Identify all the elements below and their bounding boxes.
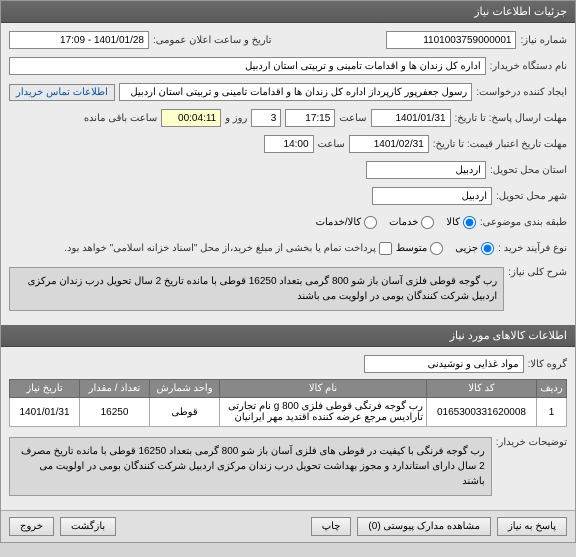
goods-group-field: مواد غذایی و نوشیدنی	[364, 355, 524, 373]
footer-buttons: پاسخ به نیاز مشاهده مدارک پیوستی (0) چاپ…	[1, 510, 575, 542]
radio-goods[interactable]: کالا	[446, 216, 476, 229]
radio-medium-label: متوسط	[396, 243, 427, 254]
th-row: ردیف	[537, 380, 567, 398]
price-valid-time: 14:00	[264, 135, 314, 153]
radio-goods-service-label: کالا/خدمات	[316, 217, 362, 228]
days-remain: 3	[251, 109, 281, 127]
cell-name: رب گوجه فرنگی قوطی فلزی 800 g نام تجارتی…	[220, 398, 427, 427]
delivery-city-label: شهر محل تحویل:	[496, 191, 567, 202]
radio-partial[interactable]: جزیی	[455, 242, 494, 255]
radio-medium-input[interactable]	[430, 242, 443, 255]
radio-service-input[interactable]	[421, 216, 434, 229]
radio-partial-input[interactable]	[481, 242, 494, 255]
time-label-1: ساعت	[339, 113, 366, 124]
desc-box: رب گوجه قوطی فلزی آسان باز شو 800 گرمی ب…	[9, 267, 504, 311]
announce-field: 1401/01/28 - 17:09	[9, 31, 149, 49]
delivery-state: اردبیل	[366, 161, 486, 179]
deadline-date: 1401/01/31	[371, 109, 451, 127]
radio-goods-service-input[interactable]	[364, 216, 377, 229]
exit-button[interactable]: خروج	[9, 517, 54, 536]
cell-code: 0165300331620008	[427, 398, 537, 427]
radio-partial-label: جزیی	[455, 243, 478, 254]
multi-offer-label: طبقه بندی موضوعی:	[480, 217, 567, 228]
payment-note: پرداخت تمام یا بخشی از مبلغ خرید،از محل …	[64, 243, 376, 254]
window: جزئیات اطلاعات نیاز شماره نیاز: 11010037…	[0, 0, 576, 543]
delivery-city: اردبیل	[372, 187, 492, 205]
purchase-type-radio-group: جزیی متوسط	[396, 242, 494, 255]
radio-service-label: خدمات	[389, 217, 418, 228]
days-remain-label: روز و	[225, 113, 247, 124]
time-label-2: ساعت	[318, 139, 345, 150]
radio-goods-service[interactable]: کالا/خدمات	[316, 216, 378, 229]
contact-link[interactable]: اطلاعات تماس خریدار	[9, 84, 115, 101]
th-qty: تعداد / مقدار	[80, 380, 150, 398]
cell-unit: قوطی	[150, 398, 220, 427]
need-no-label: شماره نیاز:	[520, 35, 567, 46]
desc-label: شرح کلی نیاز:	[508, 263, 567, 278]
cell-qty: 16250	[80, 398, 150, 427]
buyer-notes-label: توضیحات خریدار:	[496, 433, 567, 448]
buyer-label: نام دستگاه خریدار:	[490, 61, 567, 72]
radio-medium[interactable]: متوسط	[396, 242, 443, 255]
deadline-resp-label: مهلت ارسال پاسخ: تا تاریخ:	[455, 113, 567, 124]
announce-label: تاریخ و ساعت اعلان عمومی:	[153, 35, 272, 46]
payment-checkbox-input[interactable]	[379, 242, 392, 255]
remain-suffix: ساعت باقی مانده	[84, 113, 157, 124]
purchase-type-label: نوع فرآیند خرید :	[498, 243, 567, 254]
category-radio-group: کالا خدمات کالا/خدمات	[316, 216, 476, 229]
creator-field: رسول جعفرپور کارپرداز اداره کل زندان ها …	[119, 83, 472, 101]
delivery-state-label: استان محل تحویل:	[490, 165, 567, 176]
th-date: تاریخ نیاز	[10, 380, 80, 398]
items-table: ردیف کد کالا نام کالا واحد شمارش تعداد /…	[9, 379, 567, 427]
form-area: شماره نیاز: 1101003759000001 تاریخ و ساع…	[1, 23, 575, 325]
price-valid-date: 1401/02/31	[349, 135, 429, 153]
print-button[interactable]: چاپ	[311, 517, 352, 536]
buyer-notes-box: رب گوجه فرنگی با کیفیت در قوطی های فلزی …	[9, 437, 492, 496]
need-no-field: 1101003759000001	[386, 31, 516, 49]
goods-group-label: گروه کالا:	[528, 359, 567, 370]
creator-label: ایجاد کننده درخواست:	[476, 87, 567, 98]
reply-button[interactable]: پاسخ به نیاز	[497, 517, 567, 536]
deadline-time: 17:15	[285, 109, 335, 127]
th-code: کد کالا	[427, 380, 537, 398]
cell-date: 1401/01/31	[10, 398, 80, 427]
items-area: گروه کالا: مواد غذایی و نوشیدنی ردیف کد …	[1, 347, 575, 510]
payment-checkbox[interactable]: پرداخت تمام یا بخشی از مبلغ خرید،از محل …	[64, 242, 392, 255]
section-header-items: اطلاعات کالاهای مورد نیاز	[1, 325, 575, 347]
price-valid-label: مهلت تاریخ اعتبار قیمت: تا تاریخ:	[433, 139, 567, 150]
radio-goods-input[interactable]	[463, 216, 476, 229]
back-button[interactable]: بازگشت	[60, 517, 116, 536]
radio-service[interactable]: خدمات	[389, 216, 434, 229]
buyer-field: اداره کل زندان ها و اقدامات تامینی و ترب…	[9, 57, 486, 75]
th-name: نام کالا	[220, 380, 427, 398]
th-unit: واحد شمارش	[150, 380, 220, 398]
section-header-info: جزئیات اطلاعات نیاز	[1, 1, 575, 23]
cell-n: 1	[537, 398, 567, 427]
attachments-button[interactable]: مشاهده مدارک پیوستی (0)	[357, 517, 491, 536]
table-row[interactable]: 1 0165300331620008 رب گوجه فرنگی قوطی فل…	[10, 398, 567, 427]
radio-goods-label: کالا	[446, 217, 460, 228]
time-remain: 00:04:11	[161, 109, 221, 127]
